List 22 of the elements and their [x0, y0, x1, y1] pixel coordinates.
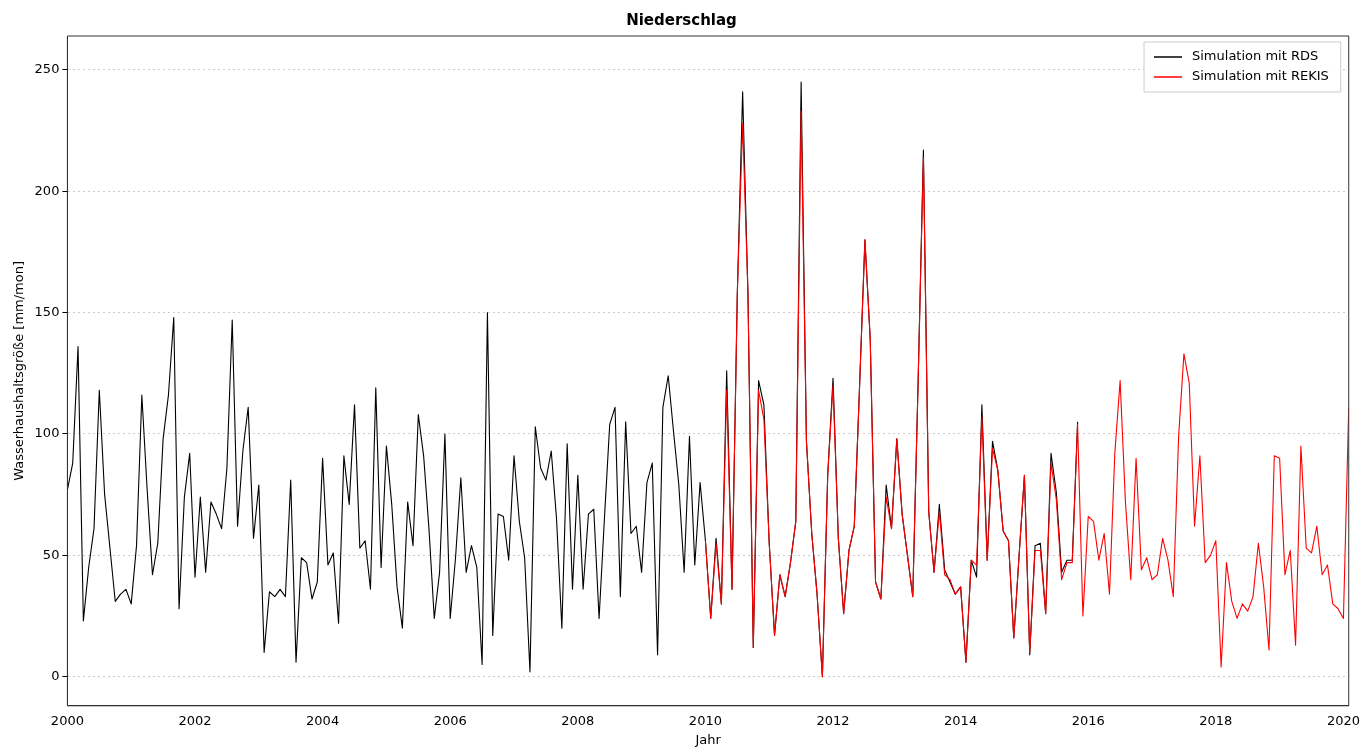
y-tick-label: 150 — [34, 304, 60, 320]
x-tick-label: 2018 — [1199, 712, 1233, 728]
legend-label: Simulation mit REKIS — [1192, 68, 1329, 84]
x-axis-title: Jahr — [694, 731, 722, 747]
x-tick-label: 2004 — [306, 712, 340, 728]
x-tick-label: 2006 — [433, 712, 467, 728]
y-tick-label: 200 — [34, 182, 60, 198]
x-tick-label: 2000 — [50, 712, 84, 728]
y-axis-title: Wasserhaushaltsgröße [mm/mon] — [11, 260, 27, 481]
y-tick-label: 100 — [34, 425, 60, 441]
y-tick-label: 50 — [42, 546, 60, 562]
x-tick-label: 2012 — [816, 712, 850, 728]
x-tick-label: 2016 — [1071, 712, 1105, 728]
chart-title: Niederschlag — [626, 10, 737, 29]
x-tick-label: 2008 — [561, 712, 595, 728]
x-tick-label: 2002 — [178, 712, 212, 728]
y-tick-label: 0 — [51, 668, 60, 684]
x-tick-label: 2014 — [944, 712, 978, 728]
x-tick-label: 2020 — [1326, 712, 1360, 728]
legend-label: Simulation mit RDS — [1192, 48, 1319, 64]
x-tick-label: 2010 — [688, 712, 722, 728]
y-tick-label: 250 — [34, 61, 60, 77]
